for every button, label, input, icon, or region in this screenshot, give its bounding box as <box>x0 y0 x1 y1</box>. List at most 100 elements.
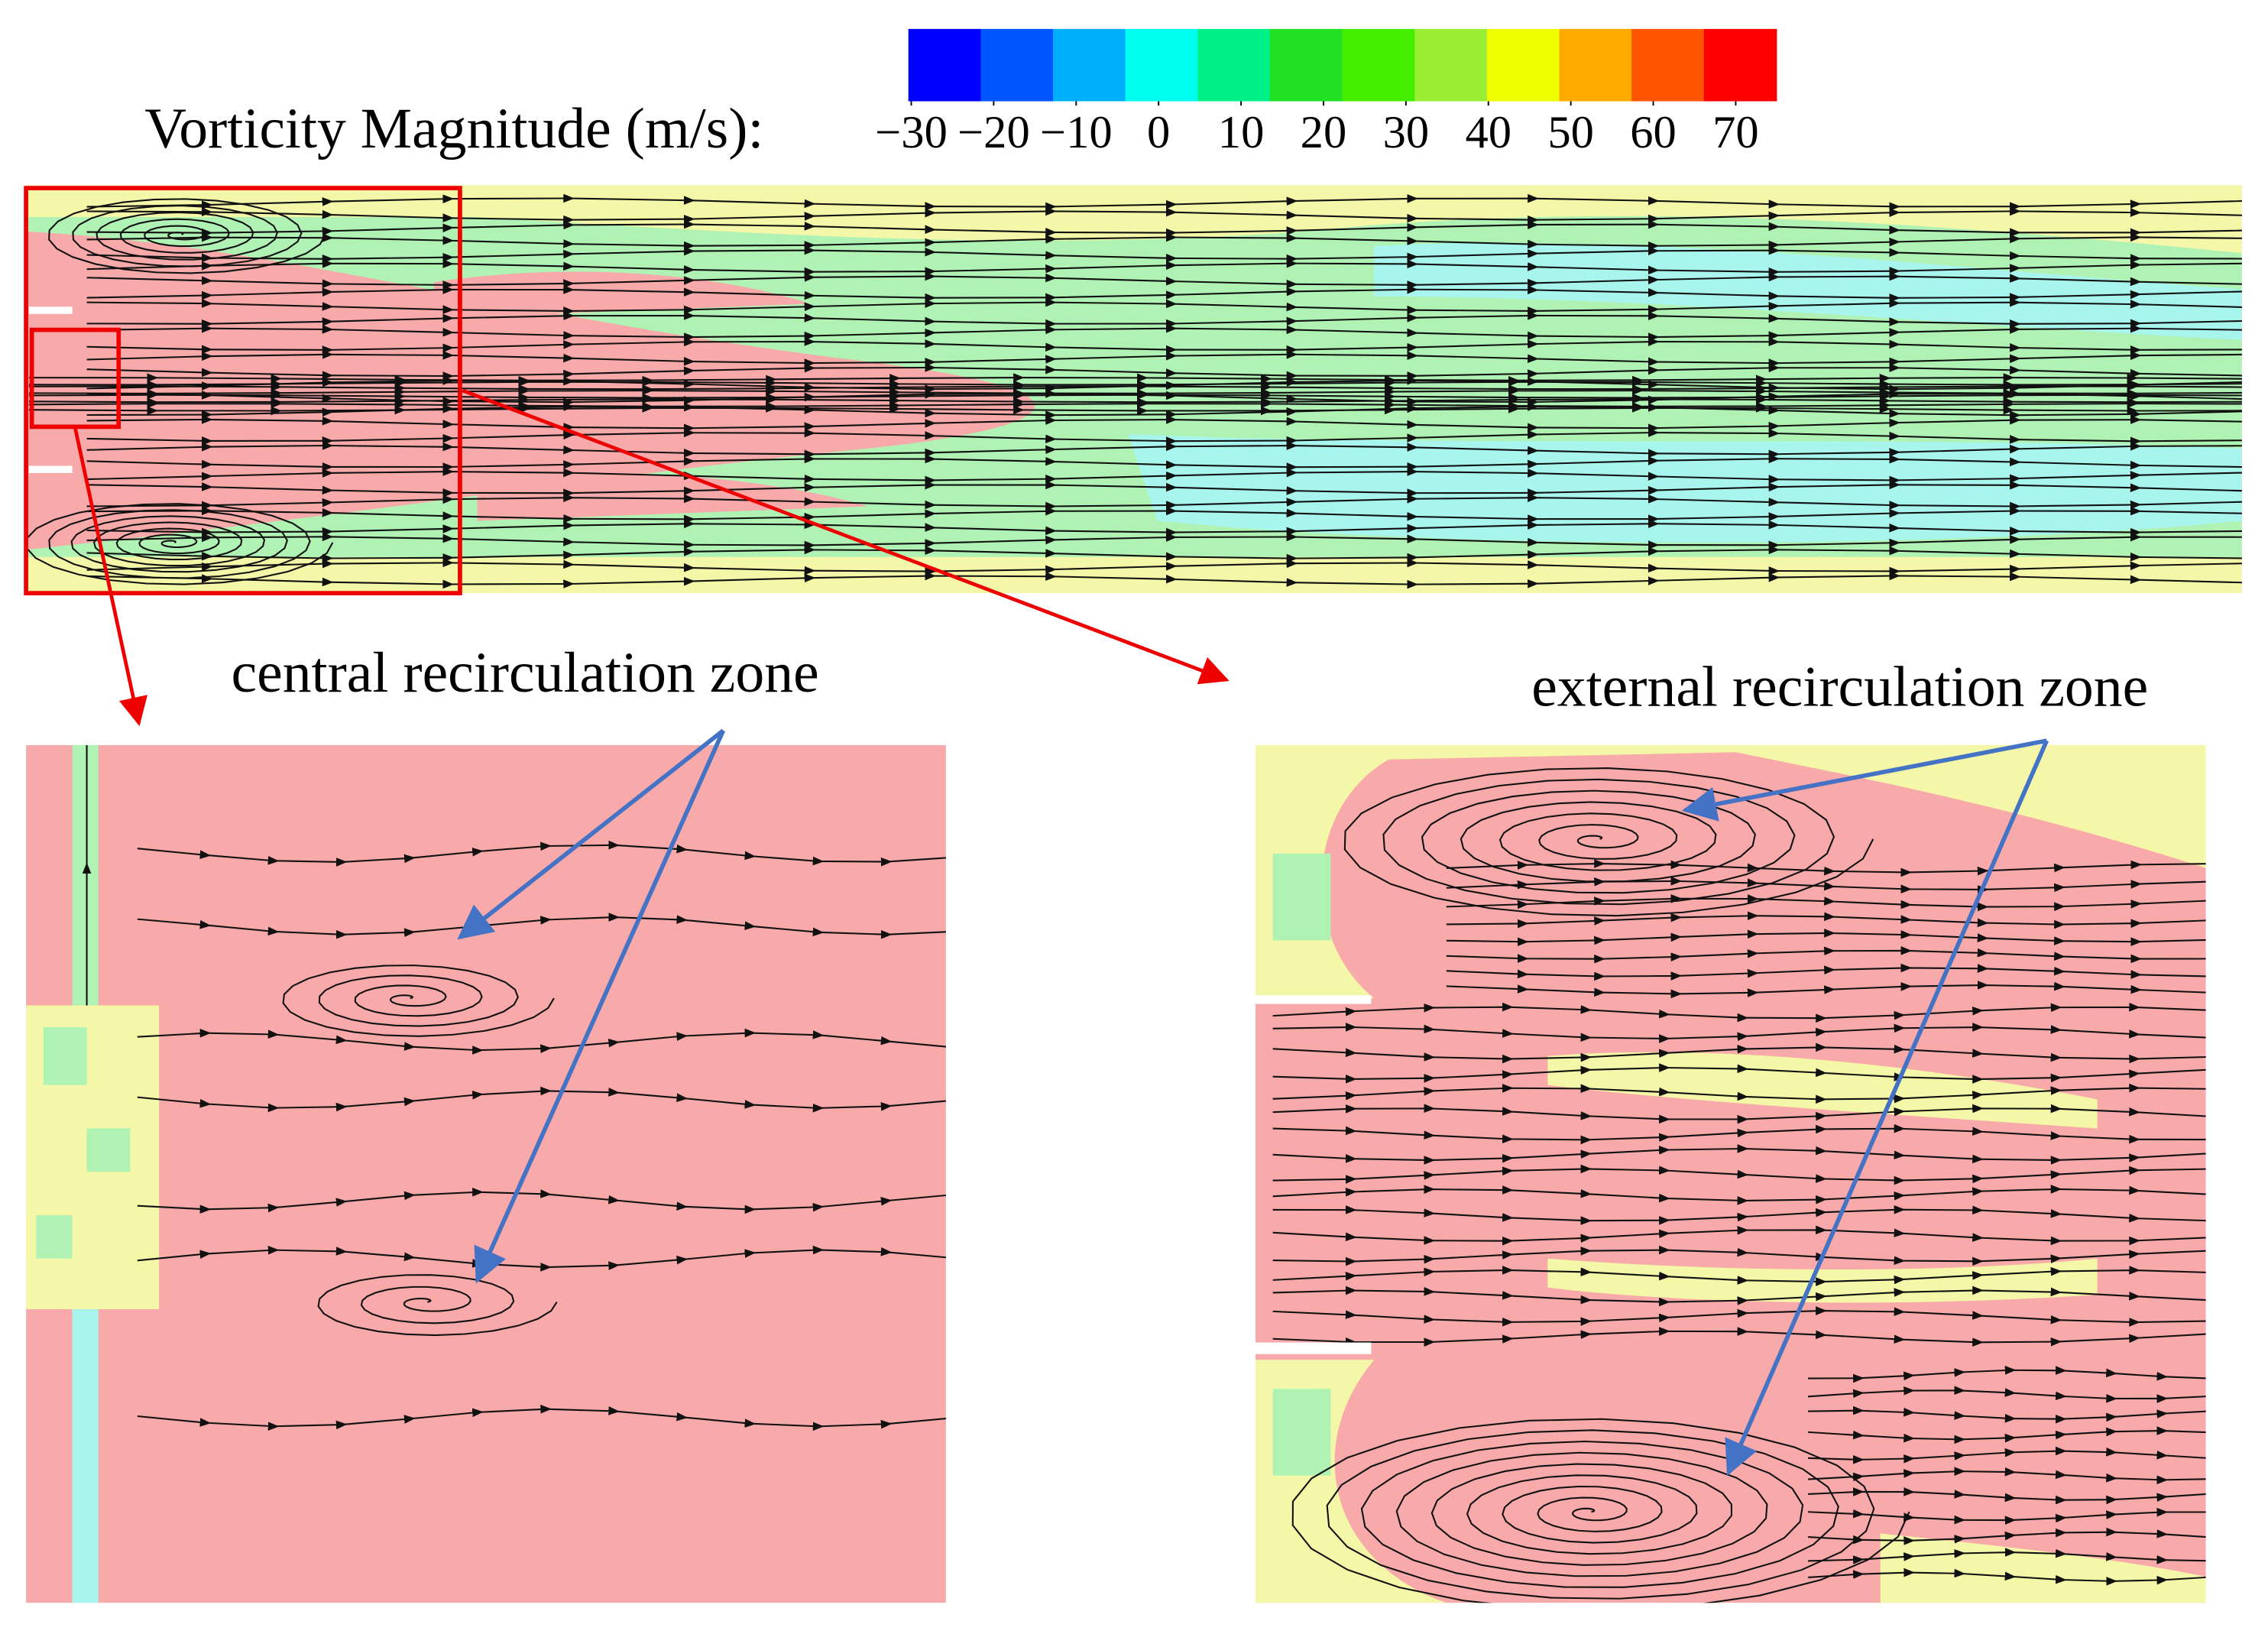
vortex <box>26 503 334 585</box>
colorbar-tick-label: 20 <box>1301 107 1347 158</box>
colorbar-segment <box>1342 28 1416 102</box>
streamline <box>1446 877 2206 894</box>
vortex <box>1291 1418 1910 1603</box>
streamline <box>1808 1527 2206 1545</box>
colorbar-segment <box>1197 28 1271 102</box>
streamline <box>137 840 946 867</box>
streamline <box>86 337 2242 355</box>
streamline <box>1808 1386 2206 1403</box>
streamline <box>1272 1002 2206 1023</box>
vortex <box>317 1274 558 1337</box>
streamline <box>1272 1285 2206 1307</box>
streamline <box>86 206 2242 225</box>
colorbar-tick-label: 70 <box>1712 107 1759 158</box>
streamline <box>86 258 2242 277</box>
annotation-arrow <box>474 729 726 1284</box>
annotation-arrow <box>457 728 725 940</box>
streamline <box>86 297 2242 316</box>
streamline <box>1808 1405 2206 1424</box>
flow-field-central <box>26 744 946 1603</box>
streamline <box>86 441 2242 459</box>
streamline <box>86 532 2242 550</box>
streamline <box>86 454 2242 472</box>
streamline <box>1808 1568 2206 1586</box>
streamline <box>1446 963 2206 981</box>
streamline <box>86 571 2242 589</box>
streamline <box>137 1245 946 1272</box>
colorbar-tick-label: −10 <box>1040 107 1113 158</box>
annotation: central recirculation zone <box>232 641 819 705</box>
colorbar-segment <box>1053 28 1126 102</box>
colorbar-tick-label: 40 <box>1465 107 1511 158</box>
streamline <box>1272 1327 2206 1347</box>
colorbar-segment <box>1269 28 1343 102</box>
streamline <box>1808 1366 2206 1383</box>
streamline <box>86 506 2242 524</box>
streamline <box>1446 911 2206 929</box>
streamline <box>1808 1507 2206 1525</box>
colorbar-segment <box>1486 28 1560 102</box>
flow-field-top <box>26 185 2242 594</box>
streamline <box>1272 1245 2206 1266</box>
annotation-arrow <box>1681 738 2047 822</box>
streamline <box>86 232 2242 251</box>
streamline <box>86 271 2242 290</box>
streamline <box>1272 1023 2206 1043</box>
annotation-arrow <box>1725 740 2049 1477</box>
zoom-arrow <box>462 388 1230 685</box>
streamline <box>1808 1446 2206 1464</box>
streamline <box>86 349 2242 368</box>
vortex <box>48 198 326 274</box>
colorbar-segment <box>1559 28 1633 102</box>
streamline <box>137 1086 946 1113</box>
colorbar-tick-label: −30 <box>875 107 948 158</box>
streamline <box>1272 1225 2206 1246</box>
streamline <box>1446 859 2206 877</box>
colorbar-tick-label: 50 <box>1547 107 1594 158</box>
streamline <box>1808 1426 2206 1444</box>
streamline <box>86 311 2242 329</box>
streamline <box>1272 1042 2206 1064</box>
colorbar-tick-label: −20 <box>957 107 1030 158</box>
flow-field-external <box>1256 744 2206 1603</box>
streamline <box>86 219 2242 238</box>
colorbar-segment <box>1703 28 1777 102</box>
streamline <box>86 480 2242 498</box>
streamline <box>1808 1548 2206 1564</box>
streamline <box>86 415 2242 433</box>
streamline <box>1446 946 2206 964</box>
streamline <box>137 1188 946 1214</box>
streamline <box>1272 1063 2206 1084</box>
streamline <box>1446 929 2206 947</box>
streamline <box>1272 1144 2206 1165</box>
streamline <box>1272 1204 2206 1225</box>
zoom-box <box>24 186 462 595</box>
colorbar-segment <box>1125 28 1199 102</box>
colorbar-segment <box>980 28 1054 102</box>
streamline <box>1272 1306 2206 1327</box>
colorbar-segment <box>1414 28 1488 102</box>
streamline <box>86 558 2242 576</box>
vortex <box>1343 767 1874 917</box>
colorbar-tick-label: 0 <box>1147 107 1170 158</box>
streamline <box>137 913 946 939</box>
vortex <box>282 965 555 1037</box>
colorbar-title: Vorticity Magnitude (m/s): <box>144 97 763 160</box>
streamline <box>86 193 2242 212</box>
zoom-arrow <box>73 427 148 727</box>
colorbar-tick-label: 10 <box>1218 107 1265 158</box>
streamline <box>1272 1104 2206 1124</box>
streamline <box>1272 1185 2206 1205</box>
streamline <box>86 245 2242 264</box>
streamline <box>86 493 2242 511</box>
streamline <box>1446 894 2206 912</box>
streamline <box>1808 1487 2206 1505</box>
colorbar-tick-label: 30 <box>1383 107 1430 158</box>
colorbar-segment <box>908 28 982 102</box>
colorbar-tick-label: 60 <box>1630 107 1677 158</box>
streamline <box>1272 1164 2206 1185</box>
streamline <box>86 467 2242 485</box>
streamline <box>86 545 2242 563</box>
zoom-box <box>29 327 122 430</box>
